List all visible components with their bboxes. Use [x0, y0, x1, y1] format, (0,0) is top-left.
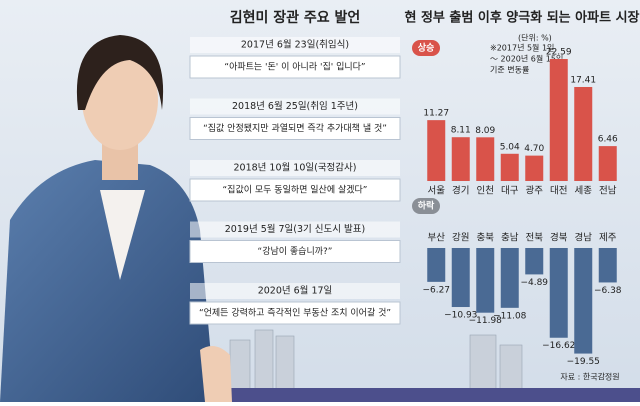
person-photo: [0, 35, 232, 402]
series-label: 하락: [418, 200, 435, 212]
category-label: 충북: [477, 233, 495, 244]
quote-text: “강남이 좋습니까?”: [258, 246, 333, 257]
value-label: −6.38: [594, 286, 622, 296]
bar: [525, 155, 544, 181]
value-label: 4.70: [524, 144, 544, 154]
bar: [451, 137, 470, 181]
quotes-title: 김현미 장관 주요 발언: [230, 9, 361, 26]
bar: [427, 120, 446, 181]
category-label: 제주: [599, 233, 617, 244]
quote-box: [189, 117, 401, 140]
quote-box: [189, 301, 401, 325]
series-label: 상승: [418, 42, 435, 54]
quote-date: 2017년 6월 23일(취임식): [241, 39, 349, 51]
value-label: −11.08: [493, 311, 527, 321]
value-label: 11.27: [423, 109, 449, 119]
value-label: 8.11: [451, 126, 471, 136]
date-bar: [190, 283, 400, 299]
category-label: 인천: [477, 186, 494, 197]
value-label: −16.62: [542, 341, 575, 351]
quote-text: “집값 안정됐지만 과열되면 즉각 추가대책 낼 것”: [203, 122, 387, 134]
bar: [549, 248, 568, 338]
value-label: −19.55: [567, 357, 600, 367]
date-bar: [190, 98, 400, 115]
category-label: 대구: [501, 186, 519, 197]
quote-text: “집값이 모두 동일하면 일산에 살겠다”: [223, 184, 368, 196]
date-bar: [190, 37, 400, 53]
bar: [525, 248, 544, 275]
bar: [549, 59, 568, 181]
bar: [598, 146, 617, 181]
value-label: 6.46: [598, 135, 618, 145]
quote-box: [189, 240, 401, 263]
source: 자료 : 한국감정원: [560, 372, 619, 382]
value-label: 17.41: [570, 75, 596, 85]
category-label: 경기: [452, 185, 469, 197]
value-label: −11.98: [469, 316, 503, 326]
quote-text: “아파트는 '돈' 이 아니라 '집' 입니다”: [224, 61, 365, 73]
bar: [427, 248, 446, 282]
value-label: −10.93: [444, 311, 477, 321]
category-label: 경북: [550, 232, 568, 244]
value-label: 5.04: [500, 142, 520, 152]
bar: [451, 248, 470, 308]
chart-title: 현 정부 출범 이후 양극화 되는 아파트 시장: [404, 10, 639, 26]
category-label: 광주: [526, 185, 544, 197]
category-label: 강원: [452, 233, 469, 244]
note-line: ※2017년 5월 1일: [490, 43, 554, 53]
quote-box: [189, 178, 401, 202]
category-label: 전북: [526, 233, 544, 244]
quotes-list: 2017년 6월 23일(취임식) “아파트는 '돈' 이 아니라 '집' 입니다…: [189, 37, 401, 325]
value-label: −4.89: [520, 278, 548, 288]
bar: [574, 248, 593, 354]
quote-date: 2019년 5월 7일(3기 신도시 발표): [225, 223, 365, 235]
category-label: 세종: [575, 186, 593, 197]
category-label: 경남: [575, 232, 593, 244]
quote-text: “언제든 강력하고 즉각적인 부동산 조치 이어갈 것”: [199, 307, 391, 319]
date-bar: [190, 160, 400, 176]
bar: [476, 137, 495, 181]
series-badge: [412, 40, 440, 56]
value-label: 8.09: [475, 126, 495, 136]
ground-strip: [150, 388, 640, 402]
bar: [574, 86, 593, 181]
quote-date: 2020년 6월 17일: [258, 285, 333, 297]
bar: [500, 153, 519, 181]
category-label: 전남: [599, 186, 617, 197]
category-label: 대전: [550, 186, 567, 197]
quote-date: 2018년 6월 25일(취임 1주년): [232, 100, 358, 112]
bar: [598, 248, 617, 283]
note-line: ～ 2020년 6월 15일: [490, 54, 563, 64]
bar: [476, 248, 495, 313]
category-label: 서울: [428, 186, 446, 197]
quote-box: [189, 55, 401, 79]
series-badge: [412, 198, 440, 214]
value-label: 22.59: [546, 48, 572, 58]
quote-date: 2018년 10월 10일(국정감사): [234, 162, 357, 174]
date-bar: [190, 221, 400, 238]
category-label: 부산: [428, 233, 446, 244]
category-label: 충남: [501, 233, 519, 244]
value-label: −6.27: [422, 285, 450, 295]
bar: [500, 248, 519, 308]
note-line: 기준 변동률: [490, 65, 529, 75]
unit: (단위: %): [518, 33, 552, 43]
